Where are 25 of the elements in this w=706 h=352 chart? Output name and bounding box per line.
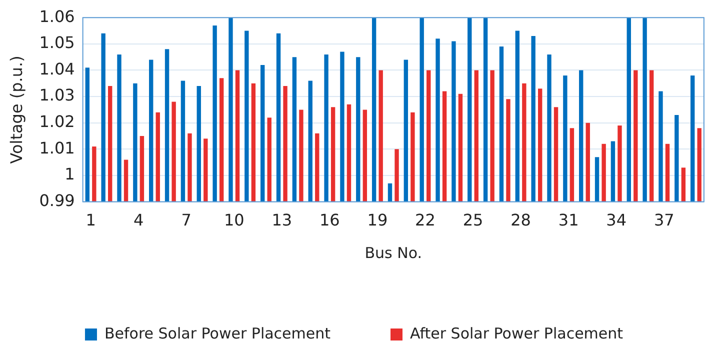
y-tick-label: 1.05: [39, 33, 75, 52]
legend-label: Before Solar Power Placement: [104, 324, 331, 342]
x-tick-label: 4: [133, 210, 144, 230]
y-tick-label: 1.03: [39, 86, 75, 105]
x-tick-label: 7: [181, 210, 192, 230]
x-tick-label: 13: [272, 210, 292, 230]
x-tick-label: 1: [86, 210, 96, 230]
x-tick-label: 37: [654, 210, 674, 230]
x-tick-label: 10: [224, 210, 244, 230]
y-tick-label: 1.01: [39, 138, 75, 158]
y-tick-label: 1.02: [39, 112, 75, 132]
y-tick-label: 1: [64, 164, 75, 184]
y-axis-title: Voltage (p.u.): [6, 56, 26, 164]
x-tick-label: 34: [606, 210, 627, 230]
x-tick-label: 22: [415, 210, 436, 230]
y-tick-label: 0.99: [39, 190, 75, 210]
x-axis-title: Bus No.: [364, 244, 422, 262]
x-tick-label: 31: [558, 210, 579, 230]
y-tick-label: 1.04: [39, 59, 75, 78]
x-tick-label: 16: [320, 210, 340, 230]
y-tick-label: 1.06: [39, 6, 75, 26]
x-tick-label: 25: [462, 210, 484, 230]
x-tick-label: 28: [510, 210, 531, 230]
legend-label: After Solar Power Placement: [410, 324, 624, 342]
x-tick-label: 19: [367, 210, 388, 230]
